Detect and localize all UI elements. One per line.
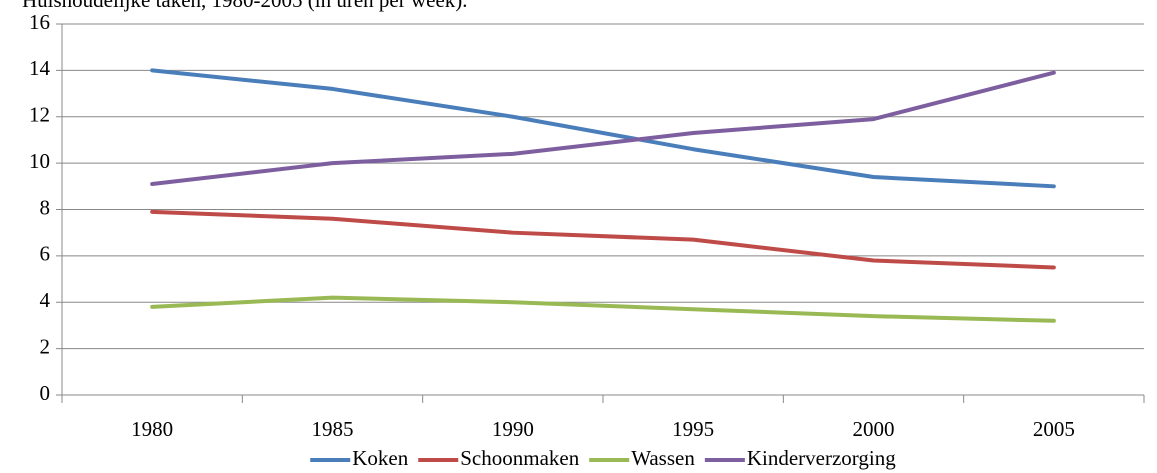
series-line [150, 209, 1056, 270]
legend-label: Schoonmaken [460, 446, 579, 470]
chart-title: Huishoudelijke taken, 1980-2005 (in uren… [22, 0, 468, 12]
legend-label: Koken [352, 446, 408, 470]
legend-label: Wassen [631, 446, 695, 470]
legend-label: Kinderverzorging [747, 446, 896, 470]
y-tick-label: 4 [40, 288, 51, 312]
series-line [150, 68, 1056, 189]
y-tick-label: 0 [40, 381, 51, 405]
x-tick-label: 1990 [492, 417, 534, 441]
y-tick-label: 10 [29, 149, 50, 173]
y-tick-label: 6 [40, 242, 51, 266]
series-line [150, 70, 1056, 186]
x-tick-label: 1985 [312, 417, 354, 441]
y-tick-label: 2 [40, 334, 51, 358]
y-tick-label: 8 [40, 195, 51, 219]
x-tick-label: 1995 [672, 417, 714, 441]
x-tick-label: 1980 [131, 417, 173, 441]
y-tick-label: 12 [29, 103, 50, 127]
x-tick-label: 2000 [853, 417, 895, 441]
y-tick-label: 16 [29, 10, 50, 34]
series-line [150, 295, 1056, 323]
x-tick-label: 2005 [1033, 417, 1075, 441]
y-tick-label: 14 [29, 56, 51, 80]
